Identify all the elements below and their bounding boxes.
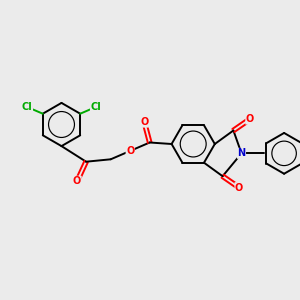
Text: O: O	[140, 117, 148, 127]
Text: N: N	[237, 148, 246, 158]
Text: O: O	[235, 183, 243, 193]
Text: Cl: Cl	[22, 102, 33, 112]
Text: O: O	[246, 114, 254, 124]
Text: O: O	[126, 146, 134, 156]
Text: Cl: Cl	[90, 102, 101, 112]
Text: O: O	[73, 176, 81, 186]
